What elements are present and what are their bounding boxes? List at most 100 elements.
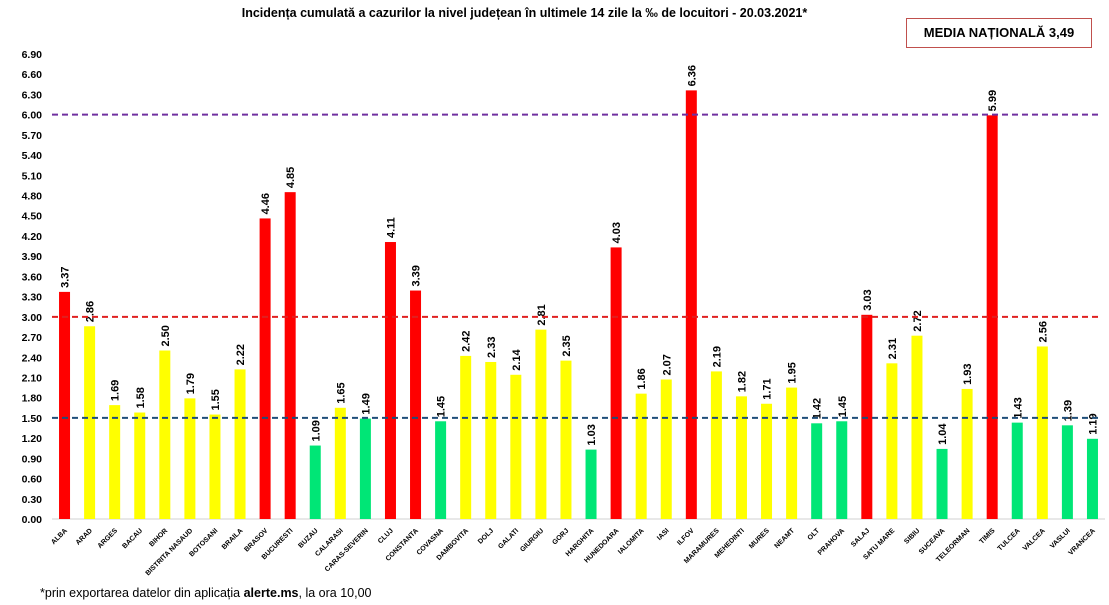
category-label: VALCEA (1022, 527, 1047, 552)
value-label: 1.03 (586, 424, 598, 445)
value-label: 1.19 (1087, 413, 1099, 434)
y-tick-label: 4.50 (22, 211, 43, 223)
value-label: 2.72 (912, 310, 924, 331)
value-label: 1.95 (787, 362, 799, 383)
category-label: GORJ (551, 527, 570, 546)
y-tick-label: 0.60 (22, 474, 43, 486)
value-label: 2.14 (511, 348, 523, 370)
bar-cluj (384, 242, 396, 520)
chart-title: Incidența cumulată a cazurilor la nivel … (241, 6, 808, 20)
y-tick-label: 3.00 (22, 312, 43, 324)
value-label: 4.03 (611, 222, 623, 243)
y-tick-label: 0.00 (22, 514, 43, 526)
value-label: 2.56 (1037, 321, 1049, 342)
y-tick-label: 1.80 (22, 393, 43, 405)
category-label: BRAILA (221, 527, 245, 551)
category-label: SIBIU (903, 527, 921, 545)
y-tick-label: 2.70 (22, 332, 43, 344)
value-label: 1.86 (636, 368, 648, 389)
category-label: BRASOV (243, 527, 269, 553)
bar-sibiu (911, 335, 923, 519)
y-tick-label: 0.90 (22, 453, 43, 465)
bar-neamt (786, 387, 798, 519)
category-label: PRAHOVA (817, 527, 846, 556)
bar-satu-mare (886, 363, 898, 519)
bar-tulcea (1011, 422, 1023, 519)
category-label: CLUJ (377, 527, 395, 545)
y-tick-label: 1.20 (22, 433, 43, 445)
value-label: 1.43 (1012, 397, 1024, 418)
category-label: BUZAU (297, 527, 319, 549)
bar-ialomita (635, 393, 647, 519)
category-label: OLT (807, 527, 822, 542)
y-tick-label: 2.10 (22, 372, 43, 384)
bar-arad (84, 326, 96, 519)
bar-bihor (159, 350, 171, 519)
footnote-suffix: , la ora 10,00 (298, 586, 372, 600)
value-label: 1.58 (135, 387, 147, 408)
y-tick-label: 5.40 (22, 150, 43, 162)
y-tick-label: 6.90 (22, 49, 43, 61)
bar-iasi (660, 379, 672, 519)
value-label: 1.69 (110, 380, 122, 401)
value-label: 1.55 (210, 389, 222, 410)
y-tick-label: 0.30 (22, 494, 43, 506)
bar-suceava (936, 448, 948, 519)
bar-valcea (1036, 346, 1048, 519)
value-label: 1.65 (335, 382, 347, 403)
value-label: 1.49 (360, 393, 372, 414)
bar-covasna (435, 421, 447, 519)
bar-constanta (410, 290, 422, 519)
y-tick-label: 4.20 (22, 231, 43, 243)
value-label: 1.93 (962, 364, 974, 385)
bar-galati (510, 374, 522, 519)
value-label: 6.36 (686, 65, 698, 86)
category-label: TULCEA (997, 527, 1022, 552)
bar-brasov (259, 218, 271, 519)
bar-alba (59, 291, 71, 519)
value-label: 2.31 (887, 338, 899, 359)
bar-mehedinti (735, 396, 747, 519)
bar-botosani (209, 414, 221, 519)
y-tick-label: 3.60 (22, 271, 43, 283)
bar-gorj (560, 360, 572, 519)
value-label: 3.03 (862, 289, 874, 310)
category-label: BISTRITA NASAUD (145, 527, 195, 577)
y-tick-label: 2.40 (22, 352, 43, 364)
bar-caras-severin (359, 418, 371, 519)
value-label: 2.81 (536, 304, 548, 325)
bar-teleorman (961, 388, 973, 519)
y-tick-label: 5.10 (22, 170, 43, 182)
value-label: 1.71 (762, 378, 774, 399)
value-label: 2.19 (711, 346, 723, 367)
bar-braila (234, 369, 246, 519)
value-label: 1.04 (937, 423, 949, 445)
category-label: CARAS-SEVERIN (324, 527, 370, 573)
value-label: 4.85 (285, 167, 297, 188)
bar-arges (109, 405, 121, 519)
value-label: 1.82 (736, 371, 748, 392)
category-label: SALAJ (850, 527, 871, 548)
bar-hunedoara (610, 247, 622, 520)
value-label: 3.39 (411, 265, 423, 286)
y-tick-label: 1.50 (22, 413, 43, 425)
value-label: 1.39 (1062, 400, 1074, 421)
value-label: 2.07 (661, 354, 673, 375)
value-label: 4.46 (260, 193, 272, 214)
value-label: 2.86 (85, 301, 97, 322)
bar-salaj (861, 314, 873, 519)
bar-buzau (309, 445, 321, 519)
category-label: IALOMITA (617, 527, 646, 556)
bar-bucuresti (284, 192, 296, 520)
value-label: 1.42 (812, 398, 824, 419)
y-tick-label: 4.80 (22, 191, 43, 203)
category-label: ALBA (50, 527, 69, 546)
value-label: 3.37 (60, 266, 72, 287)
y-tick-label: 6.30 (22, 89, 43, 101)
y-tick-label: 5.70 (22, 130, 43, 142)
bar-maramures (710, 371, 722, 519)
bar-vrancea (1086, 438, 1098, 519)
category-label: BIHOR (148, 527, 169, 548)
footnote-prefix: *prin exportarea datelor din aplicația (40, 586, 244, 600)
category-label: ARGES (97, 527, 120, 550)
